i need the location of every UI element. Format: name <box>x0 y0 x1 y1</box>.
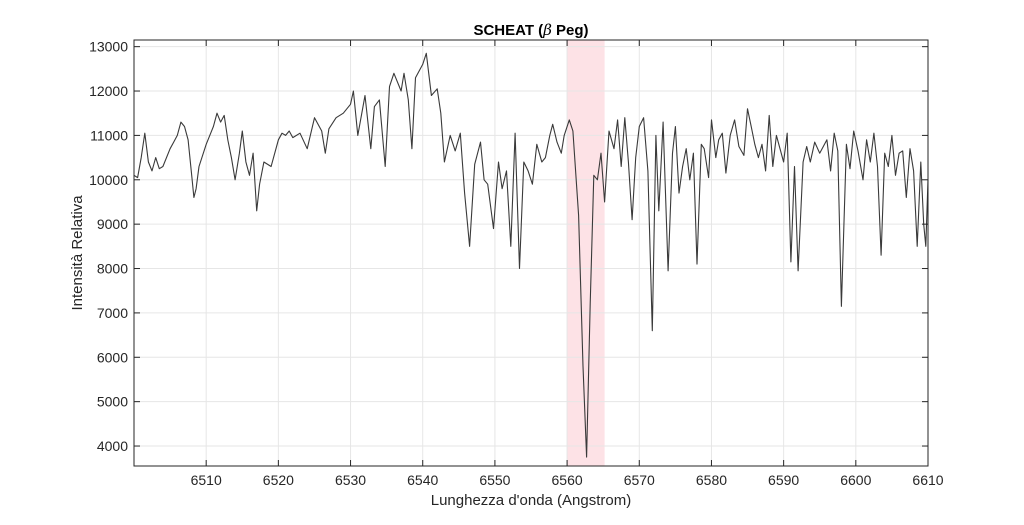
x-tick-label: 6520 <box>263 472 294 488</box>
x-tick-label: 6580 <box>696 472 727 488</box>
x-tick-label: 6540 <box>407 472 438 488</box>
y-tick-label: 6000 <box>97 349 128 365</box>
y-axis-label: Intensità Relativa <box>69 195 86 311</box>
highlight-band <box>567 40 605 466</box>
x-tick-label: 6600 <box>840 472 871 488</box>
x-tick-label: 6590 <box>768 472 799 488</box>
x-tick-label: 6560 <box>552 472 583 488</box>
y-tick-label: 5000 <box>97 394 128 410</box>
x-axis-label: Lunghezza d'onda (Angstrom) <box>431 492 632 509</box>
ticks <box>134 40 929 466</box>
x-tick-label: 6570 <box>624 472 655 488</box>
y-tick-label: 8000 <box>97 261 128 277</box>
plot-frame <box>133 39 929 467</box>
x-tick-label: 6610 <box>912 472 943 488</box>
y-tick-label: 7000 <box>97 305 128 321</box>
series-line <box>133 52 929 458</box>
plot-background <box>134 40 928 466</box>
x-tick-labels: 6510 6520 6530 6540 6550 6560 6570 6580 6590 6600… <box>191 472 944 488</box>
y-tick-label: 4000 <box>97 438 128 454</box>
chart-title: SCHEAT (β Peg) <box>473 21 588 39</box>
grid <box>134 40 929 466</box>
x-tick-label: 6510 <box>191 472 222 488</box>
y-tick-label: 12000 <box>89 83 128 99</box>
y-tick-label: 11000 <box>90 127 128 143</box>
x-tick-label: 6550 <box>479 472 510 488</box>
y-tick-label: 13000 <box>89 39 128 55</box>
y-tick-label: 9000 <box>97 216 128 232</box>
x-tick-label: 6530 <box>335 472 366 488</box>
y-tick-labels: 4000 5000 6000 7000 8000 9000 10000 11000 12000 1… <box>89 39 128 454</box>
y-tick-label: 10000 <box>89 172 128 188</box>
